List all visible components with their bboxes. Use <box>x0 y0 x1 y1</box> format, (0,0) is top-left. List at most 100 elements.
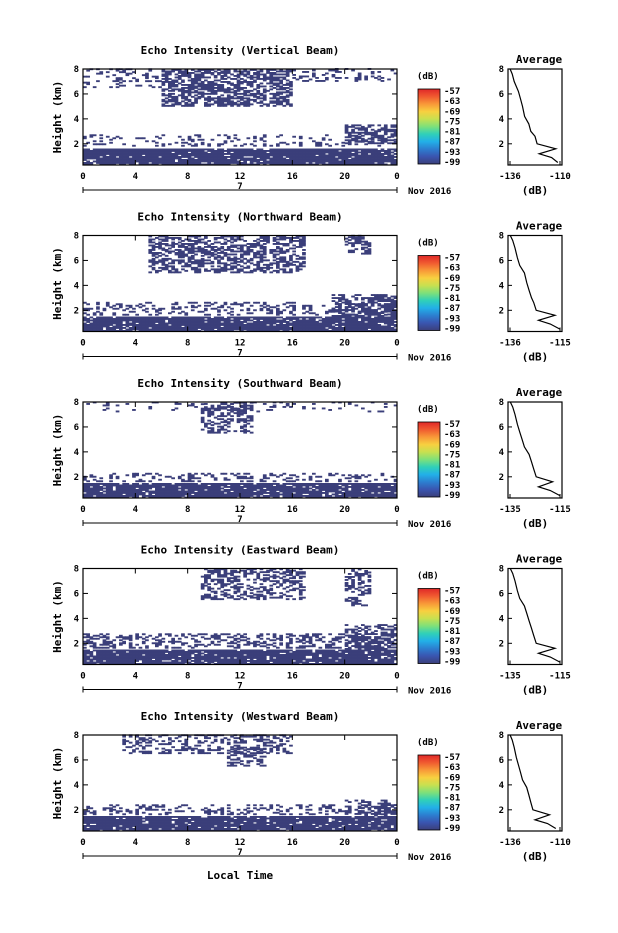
echo-cell <box>322 80 326 82</box>
average-xlabel: (dB) <box>522 184 549 197</box>
echo-cell <box>368 248 372 250</box>
echo-cell <box>162 93 166 95</box>
panels: Echo Intensity (Vertical Beam)2468Height… <box>51 44 571 863</box>
echo-cell <box>247 97 251 99</box>
echo-cell <box>181 87 185 89</box>
echo-cell <box>126 314 130 316</box>
echo-cell <box>162 317 166 319</box>
echo-cell <box>237 251 241 253</box>
echo-cell <box>230 83 234 85</box>
echo-cell <box>341 145 345 147</box>
echo-cell <box>302 265 306 267</box>
echo-cell <box>217 255 221 257</box>
echo-cell <box>155 142 159 144</box>
echo-cell <box>155 243 159 245</box>
echo-cell <box>211 261 215 263</box>
echo-cell <box>387 79 391 81</box>
echo-cell <box>273 326 277 328</box>
echo-cell <box>122 85 126 87</box>
echo-cell <box>250 312 254 314</box>
average-title: Average <box>516 53 563 66</box>
echo-cell <box>332 70 336 72</box>
echo-cell <box>126 305 130 307</box>
echo-cell <box>211 268 215 270</box>
echo-cell <box>325 483 329 485</box>
echo-cell <box>299 256 303 258</box>
echo-cell <box>292 302 296 304</box>
echo-cell <box>194 71 198 73</box>
echo-cell <box>273 259 277 261</box>
echo-cell <box>348 491 352 493</box>
echo-cell <box>312 489 316 491</box>
echo-cell <box>211 265 215 267</box>
echo-cell <box>96 143 100 145</box>
echo-cell <box>135 473 139 475</box>
echo-cell <box>348 483 352 485</box>
echo-cell <box>178 156 182 158</box>
echo-cell <box>309 149 313 151</box>
echo-cell <box>332 308 336 310</box>
echo-cell <box>204 84 208 86</box>
echo-cell <box>332 483 336 485</box>
echo-cell <box>152 242 156 244</box>
echo-cell <box>234 145 238 147</box>
echo-cell <box>269 86 273 88</box>
echo-cell <box>194 149 198 151</box>
echo-cell <box>263 150 267 152</box>
echo-cell <box>250 158 254 160</box>
echo-cell <box>341 320 345 322</box>
echo-cell <box>155 270 159 272</box>
echo-cell <box>263 243 267 245</box>
echo-cell <box>181 311 185 313</box>
echo-cell <box>371 129 375 131</box>
echo-cell <box>253 240 257 242</box>
echo-cell <box>188 103 192 105</box>
echo-cell <box>234 483 238 485</box>
echo-cell <box>243 483 247 485</box>
echo-cell <box>194 134 198 136</box>
echo-cell <box>103 149 107 151</box>
echo-cell <box>237 248 241 250</box>
echo-cell <box>335 315 339 317</box>
echo-cell <box>384 492 388 494</box>
echo-cell <box>243 245 247 247</box>
echo-cell <box>122 70 126 72</box>
echo-cell <box>243 258 247 260</box>
echo-cell <box>93 479 97 481</box>
echo-cell <box>315 314 319 316</box>
echo-cell <box>204 242 208 244</box>
echo-cell <box>181 80 185 82</box>
echo-cell <box>168 99 172 101</box>
average-y-tick-label: 6 <box>499 90 504 100</box>
echo-cell <box>217 252 221 254</box>
echo-cell <box>387 142 391 144</box>
echo-cell <box>198 317 202 319</box>
echo-cell <box>217 134 221 136</box>
echo-cell <box>234 251 238 253</box>
echo-cell <box>96 73 100 75</box>
echo-cell <box>348 242 352 244</box>
echo-cell <box>230 265 234 267</box>
echo-cell <box>184 102 188 104</box>
echo-cell <box>181 105 185 107</box>
echo-cell <box>175 162 179 164</box>
echo-cell <box>171 303 175 305</box>
echo-cell <box>162 483 166 485</box>
echo-cell <box>276 483 280 485</box>
echo-cell <box>211 72 215 74</box>
echo-cell <box>325 317 329 319</box>
echo-cell <box>122 327 126 329</box>
echo-cell <box>207 245 211 247</box>
echo-cell <box>198 477 202 479</box>
echo-cell <box>322 74 326 76</box>
echo-cell <box>175 142 179 144</box>
echo-cell <box>276 77 280 79</box>
echo-cell <box>237 314 241 316</box>
echo-cell <box>377 494 381 496</box>
echo-cell <box>368 124 372 126</box>
echo-cell <box>204 314 208 316</box>
echo-cell <box>302 488 306 490</box>
echo-cell <box>296 246 300 248</box>
echo-cell <box>152 252 156 254</box>
echo-cell <box>240 81 244 83</box>
